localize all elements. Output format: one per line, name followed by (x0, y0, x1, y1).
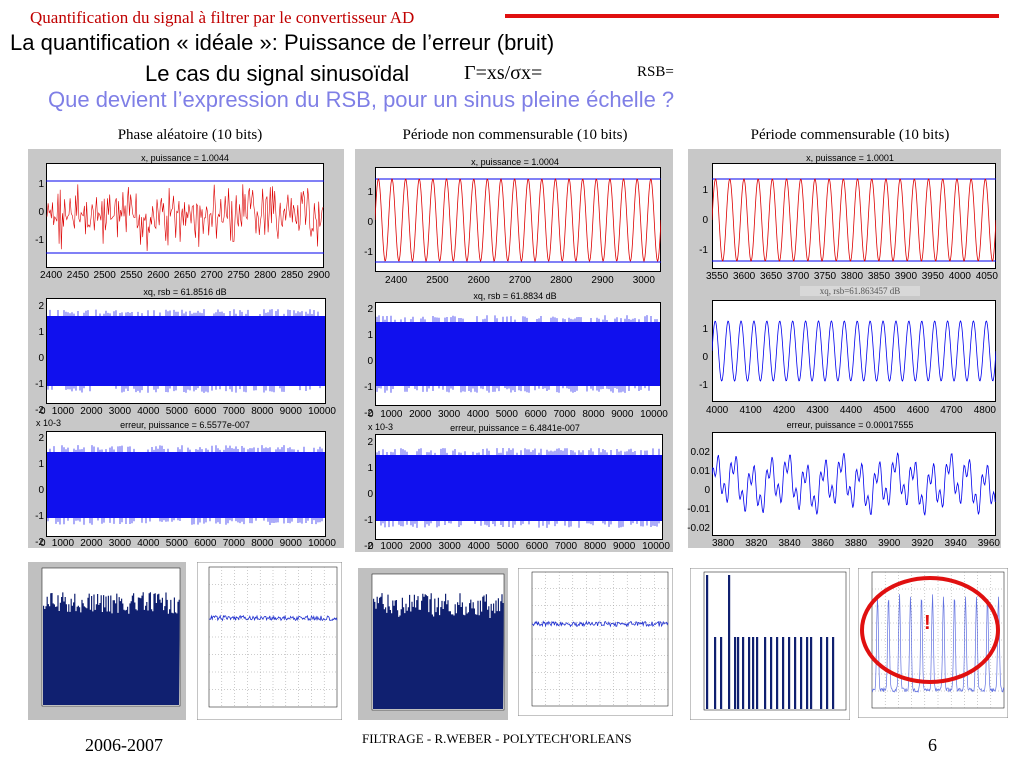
header-rule (505, 14, 999, 18)
footer-year: 2006-2007 (85, 735, 163, 755)
c2-err-yticks: 2 1 0 -1 -2 (364, 437, 373, 552)
c2-xq-xticks: 0 1000 2000 3000 4000 5000 6000 7000 8000 9000 100… (368, 409, 668, 420)
gamma-formula: Γ=xs/σx= (464, 62, 543, 84)
c1-err-scale: x 10-3 (36, 418, 62, 428)
question-text: Que devient l’expression du RSB, pour un… (48, 87, 675, 112)
c3-xq-plot (712, 300, 996, 402)
slide-subtitle: Le cas du signal sinusoïdal (145, 61, 410, 86)
c1-err-yticks: 2 1 0 -1 -2 (35, 433, 44, 548)
c3-err-xticks: 3800 3820 3840 3860 3880 3900 3920 3940 3960 (712, 538, 1000, 549)
footer-page: 6 (928, 735, 937, 755)
c1-xq-title: xq, rsb = 61.8516 dB (143, 287, 227, 297)
c2-x-yticks: 1 0 -1 (364, 187, 373, 258)
c1-x-title: x, puissance = 1.0044 (141, 153, 229, 163)
c3-xq-title: xq, rsb=61.863457 dB (800, 286, 920, 296)
c2-xq-plot (375, 302, 661, 406)
col2-heading: Période non commensurable (10 bits) (402, 127, 628, 143)
rsb-label: RSB= (637, 64, 674, 80)
c3-x-plot (712, 163, 996, 269)
c2-err-plot (375, 434, 663, 540)
c2-err-xticks: 0 1000 2000 3000 4000 5000 6000 7000 8000 9000 100… (368, 541, 670, 552)
c1-err-xticks: 0 1000 2000 3000 4000 5000 6000 7000 8000 9000 100… (40, 538, 336, 549)
c3-x-xticks: 3550 3600 3650 3700 3750 3800 3850 3900 3950 4000… (706, 271, 998, 282)
footer-center: FILTRAGE - R.WEBER - POLYTECH'ORLEANS (362, 731, 632, 746)
c2-xq-title: xq, rsb = 61.8834 dB (473, 291, 557, 301)
highlight-circle (860, 576, 1000, 684)
c2-x-xticks: 2400 2500 2600 2700 2800 2900 3000 (385, 275, 655, 286)
col3-heading: Période commensurable (10 bits) (750, 127, 950, 143)
exclamation-mark: ! (924, 612, 931, 634)
c2-spectrum (518, 568, 673, 716)
c2-x-plot (375, 167, 661, 272)
c3-x-title: x, puissance = 1.0001 (806, 153, 894, 163)
c3-err-yticks: 0.02 0.01 0 -0.01 -0.02 (687, 447, 710, 534)
c3-err-plot (712, 432, 996, 536)
c1-xq-plot (46, 298, 326, 404)
c1-spectrum (197, 562, 342, 720)
c3-xq-xticks: 4000 4100 4200 4300 4400 4500 4600 4700 4800 (706, 405, 996, 416)
slide-title: La quantification « idéale »: Puissance … (10, 30, 555, 55)
c2-err-title: erreur, puissance = 6.4841e-007 (450, 423, 580, 433)
c1-xq-yticks: 2 1 0 -1 -2 (35, 301, 44, 416)
c2-histogram (358, 568, 508, 720)
c1-histogram (28, 562, 186, 720)
c2-xq-yticks: 2 1 0 -1 -2 (364, 304, 373, 419)
c2-err-scale: x 10-3 (368, 422, 394, 432)
c1-xq-xticks: 0 1000 2000 3000 4000 5000 6000 7000 8000 9000 100… (40, 406, 336, 417)
c2-x-title: x, puissance = 1.0004 (471, 157, 559, 167)
c1-x-yticks: 1 0 -1 (35, 179, 44, 246)
c3-spectrum (858, 568, 1008, 718)
c1-x-plot (46, 163, 324, 268)
col1-heading: Phase aléatoire (10 bits) (117, 127, 263, 143)
c3-xq-yticks: 1 0 -1 (699, 324, 708, 391)
c3-err-title: erreur, puissance = 0.00017555 (786, 420, 914, 430)
c1-err-plot (46, 431, 326, 537)
c1-x-xticks: 2400 2450 2500 2550 2600 2650 2700 2750 2800 2850… (40, 270, 330, 281)
course-title: Quantification du signal à filtrer par l… (30, 8, 415, 27)
c1-err-title: erreur, puissance = 6.5577e-007 (120, 420, 250, 430)
c3-x-yticks: 1 0 -1 (699, 185, 708, 256)
c3-histogram (690, 568, 850, 720)
